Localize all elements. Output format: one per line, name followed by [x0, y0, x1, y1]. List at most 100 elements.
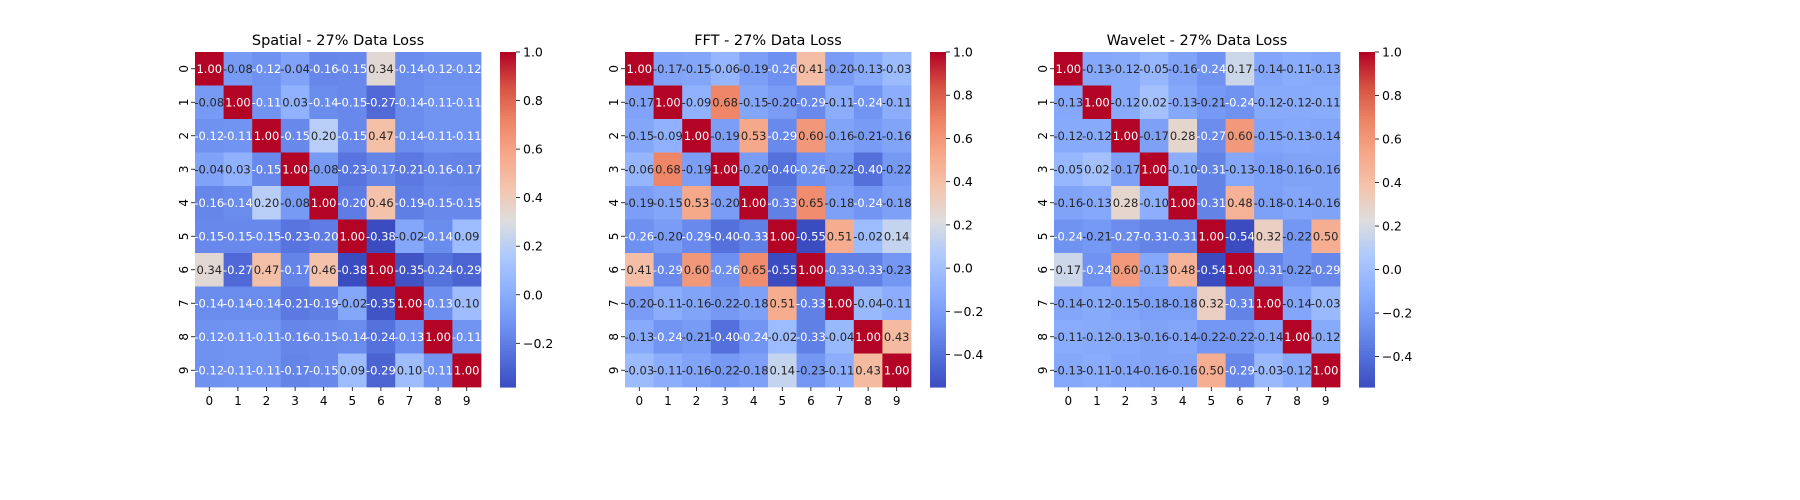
heatmap-cell — [1282, 253, 1312, 287]
heatmap-cell — [195, 152, 224, 187]
colorbar-segment — [930, 194, 946, 198]
cell-value-label: -0.20 — [739, 162, 769, 176]
heatmap-cell — [309, 286, 339, 321]
colorbar-segment — [500, 169, 516, 173]
cell-value-label: 0.17 — [1227, 62, 1253, 76]
cell-value-label: -0.40 — [710, 330, 740, 344]
colorbar-segment — [500, 60, 516, 64]
heatmap-cell — [195, 353, 224, 388]
cell-value-label: 1.00 — [1198, 229, 1224, 243]
heatmap-cell — [1225, 52, 1255, 86]
heatmap-cell — [1111, 52, 1141, 86]
heatmap-cell — [825, 320, 855, 354]
colorbar-segment — [930, 96, 946, 101]
colorbar-segment — [930, 116, 946, 120]
colorbar-segment — [1359, 361, 1375, 366]
cell-value-label: -0.17 — [653, 62, 683, 76]
cell-value-label: -0.20 — [337, 196, 367, 210]
heatmap-cell — [1082, 286, 1112, 321]
heatmap-cell — [252, 286, 282, 321]
x-tick-label: 1 — [234, 394, 242, 408]
colorbar-segment — [1359, 264, 1375, 268]
colorbar-segment — [930, 367, 946, 371]
y-tick-label: 8 — [177, 333, 191, 341]
colorbar-segment — [930, 331, 946, 335]
cell-value-label: 1.00 — [397, 296, 423, 310]
cell-value-label: -0.15 — [252, 229, 282, 243]
heatmap-cell — [768, 353, 797, 388]
cell-value-label: -0.31 — [1196, 196, 1226, 210]
cell-value-label: -0.16 — [1053, 196, 1083, 210]
colorbar-segment — [500, 306, 516, 310]
cell-value-label: -0.31 — [1139, 229, 1169, 243]
colorbar-segment — [500, 345, 516, 349]
colorbar-tick-label: 0.4 — [523, 190, 543, 205]
cell-value-label: -0.38 — [366, 229, 396, 243]
heatmap-cell — [1139, 219, 1169, 254]
cell-value-label: 0.60 — [798, 129, 824, 143]
colorbar-segment — [500, 311, 516, 316]
colorbar-segment — [1359, 345, 1375, 349]
colorbar-segment — [500, 119, 516, 123]
y-tick-label: 3 — [1036, 165, 1050, 173]
heatmap-cell — [1054, 85, 1083, 120]
colorbar-segment — [930, 197, 946, 201]
cell-value-label: -0.17 — [1111, 162, 1141, 176]
colorbar-segment — [500, 233, 516, 237]
heatmap-cell — [882, 353, 912, 388]
heatmap-cell — [1111, 286, 1141, 321]
colorbar-segment — [930, 364, 946, 369]
colorbar-tick-label: −0.4 — [953, 347, 983, 362]
colorbar-segment — [1359, 225, 1375, 229]
colorbar-segment — [930, 191, 946, 195]
y-tick-label: 6 — [177, 266, 191, 274]
colorbar-segment — [1359, 317, 1375, 321]
heatmap-cell — [653, 52, 683, 86]
x-tick-label: 5 — [1207, 394, 1215, 408]
colorbar-tick-label: 1.0 — [523, 45, 543, 60]
heatmap-cell — [1311, 119, 1341, 153]
heatmap-cell — [195, 85, 224, 120]
colorbar-segment — [1359, 65, 1375, 70]
colorbar-segment — [500, 331, 516, 335]
cell-value-label: -0.23 — [337, 162, 367, 176]
heatmap-cell — [309, 219, 339, 254]
heatmap-cell — [710, 253, 740, 287]
heatmap-cell — [1054, 186, 1083, 220]
colorbar-tick-label: 0.8 — [1382, 88, 1402, 103]
y-tick-label: 6 — [607, 266, 621, 274]
heatmap-cell — [625, 52, 654, 86]
heatmap-cell — [1197, 253, 1226, 287]
cell-value-label: -0.14 — [223, 296, 253, 310]
cell-value-label: -0.04 — [194, 162, 224, 176]
cell-value-label: 0.32 — [1256, 229, 1282, 243]
colorbar-segment — [500, 188, 516, 193]
cell-value-label: -0.02 — [853, 229, 883, 243]
heatmap-cell — [853, 52, 883, 86]
heatmap-cell — [1311, 219, 1341, 254]
colorbar-segment — [500, 347, 516, 352]
chart-title: Wavelet - 27% Data Loss — [1107, 33, 1288, 49]
colorbar-segment — [1359, 364, 1375, 369]
colorbar-segment — [930, 60, 946, 64]
colorbar-tick-label: 0.2 — [523, 239, 543, 254]
cell-value-label: -0.05 — [1139, 62, 1169, 76]
cell-value-label: -0.31 — [1225, 296, 1255, 310]
heatmap-cell — [423, 85, 453, 120]
heatmap-cell — [1054, 286, 1083, 321]
cell-value-label: -0.13 — [1225, 162, 1255, 176]
heatmap-cell — [625, 152, 654, 187]
heatmap-cell — [280, 320, 310, 354]
colorbar-segment — [500, 158, 516, 162]
colorbar-segment — [500, 378, 516, 383]
colorbar-segment — [500, 328, 516, 332]
cell-value-label: -0.29 — [682, 229, 712, 243]
heatmap-cell — [195, 119, 224, 153]
heatmap-cell — [423, 186, 453, 220]
cell-value-label: -0.12 — [1111, 62, 1141, 76]
cell-value-label: -0.22 — [882, 162, 912, 176]
cell-value-label: -0.18 — [1168, 296, 1198, 310]
cell-value-label: -0.16 — [1139, 330, 1169, 344]
colorbar-segment — [930, 152, 946, 156]
heatmap-cell — [739, 52, 769, 86]
